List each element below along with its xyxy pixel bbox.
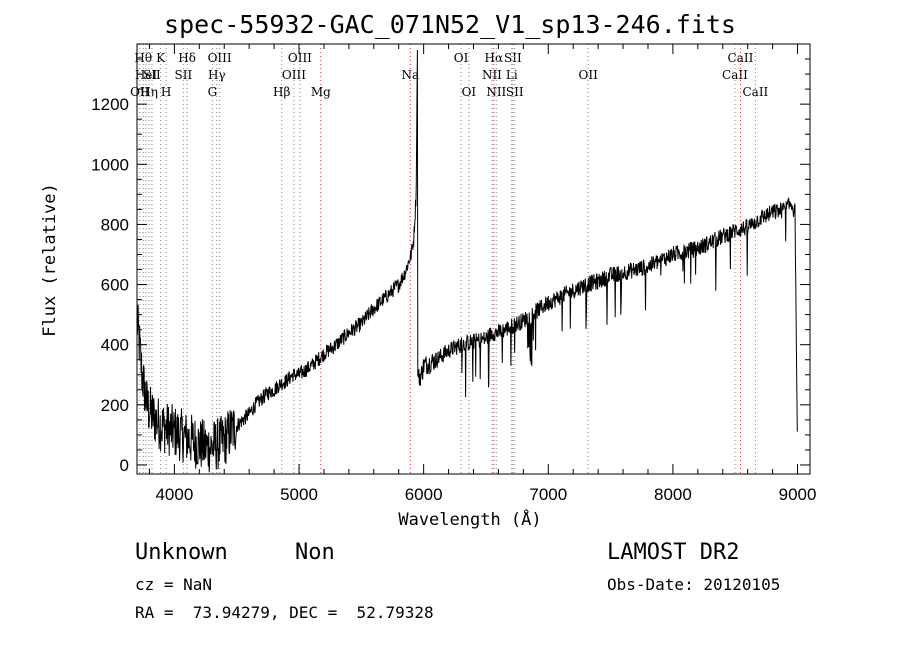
y-tick-label: 0 — [120, 456, 129, 475]
spectral-line-label: OII — [130, 85, 150, 99]
x-tick-label: 8000 — [654, 485, 692, 504]
y-tick-label: 1000 — [91, 155, 129, 174]
spectral-line-label: CaII — [728, 51, 754, 65]
x-tick-label: 6000 — [405, 485, 443, 504]
spectral-line-label: OI — [462, 85, 477, 99]
spectral-line-label: Mg — [311, 85, 331, 99]
x-tick-label: 9000 — [779, 485, 817, 504]
spectral-line-label: SII — [175, 68, 193, 82]
coordinates-label: RA = 73.94279, DEC = 52.79328 — [135, 603, 434, 622]
spectral-line-label: Hθ — [134, 51, 152, 65]
y-axis-label: Flux (relative) — [40, 183, 60, 337]
spectral-line-label: H — [161, 85, 171, 99]
plot-frame — [136, 43, 811, 475]
spectral-line-label: CaII — [722, 68, 748, 82]
spectral-line-label: SII — [504, 51, 522, 65]
x-axis-label: Wavelength (Å) — [398, 510, 542, 530]
y-tick-label: 400 — [101, 336, 129, 355]
spectral-line-label: OIII — [208, 51, 232, 65]
spectral-line-label: NII — [486, 85, 506, 99]
obs-date-label: Obs-Date: 20120105 — [607, 575, 781, 594]
y-tick-label: 600 — [101, 276, 129, 295]
y-tick-label: 800 — [101, 215, 129, 234]
spectral-line-label: K — [156, 51, 166, 65]
spectral-line-label: Na — [401, 68, 419, 82]
axis-ticks-layer: 4000 5000 6000 7000 8000 9000 0 200 400 600 800 100… — [91, 44, 816, 504]
spectrum-line — [136, 49, 798, 473]
subclass-label: Non — [295, 540, 335, 565]
spectral-line-label: OII — [578, 68, 598, 82]
class-label: Unknown — [135, 540, 228, 565]
spectral-line-label: Hη — [140, 85, 158, 99]
spectral-line-label: OIII — [288, 51, 312, 65]
chart-title: spec-55932-GAC_071N52_V1_sp13-246.fits — [164, 10, 736, 39]
spectral-line-label: SII — [506, 85, 524, 99]
spectral-line-label: Li — [506, 68, 518, 82]
spectral-line-label: NII — [482, 68, 502, 82]
y-tick-label: 1200 — [91, 95, 129, 114]
y-tick-label: 200 — [101, 396, 129, 415]
spectral-line-label: SII — [143, 68, 161, 82]
spectral-line-label: Hγ — [208, 68, 226, 82]
x-tick-label: 5000 — [280, 485, 318, 504]
spectral-lines-layer: OIIHθHeIHηSIIKHSIIHδGHγOIIIHβOIIIOIIIMgN… — [130, 44, 769, 474]
x-tick-label: 7000 — [529, 485, 567, 504]
x-tick-label: 4000 — [155, 485, 193, 504]
redshift-label: cz = NaN — [135, 575, 213, 594]
spectral-line-label: CaII — [742, 85, 768, 99]
survey-label: LAMOST DR2 — [607, 540, 740, 565]
spectral-line-label: Hδ — [178, 51, 196, 65]
spectral-line-label: OIII — [282, 68, 306, 82]
spectral-line-label: OI — [454, 51, 469, 65]
spectral-line-label: Hβ — [273, 85, 290, 99]
spectral-line-label: Hα — [485, 51, 504, 65]
spectral-line-label: HeI — [135, 68, 158, 82]
spectral-line-label: G — [208, 85, 218, 99]
